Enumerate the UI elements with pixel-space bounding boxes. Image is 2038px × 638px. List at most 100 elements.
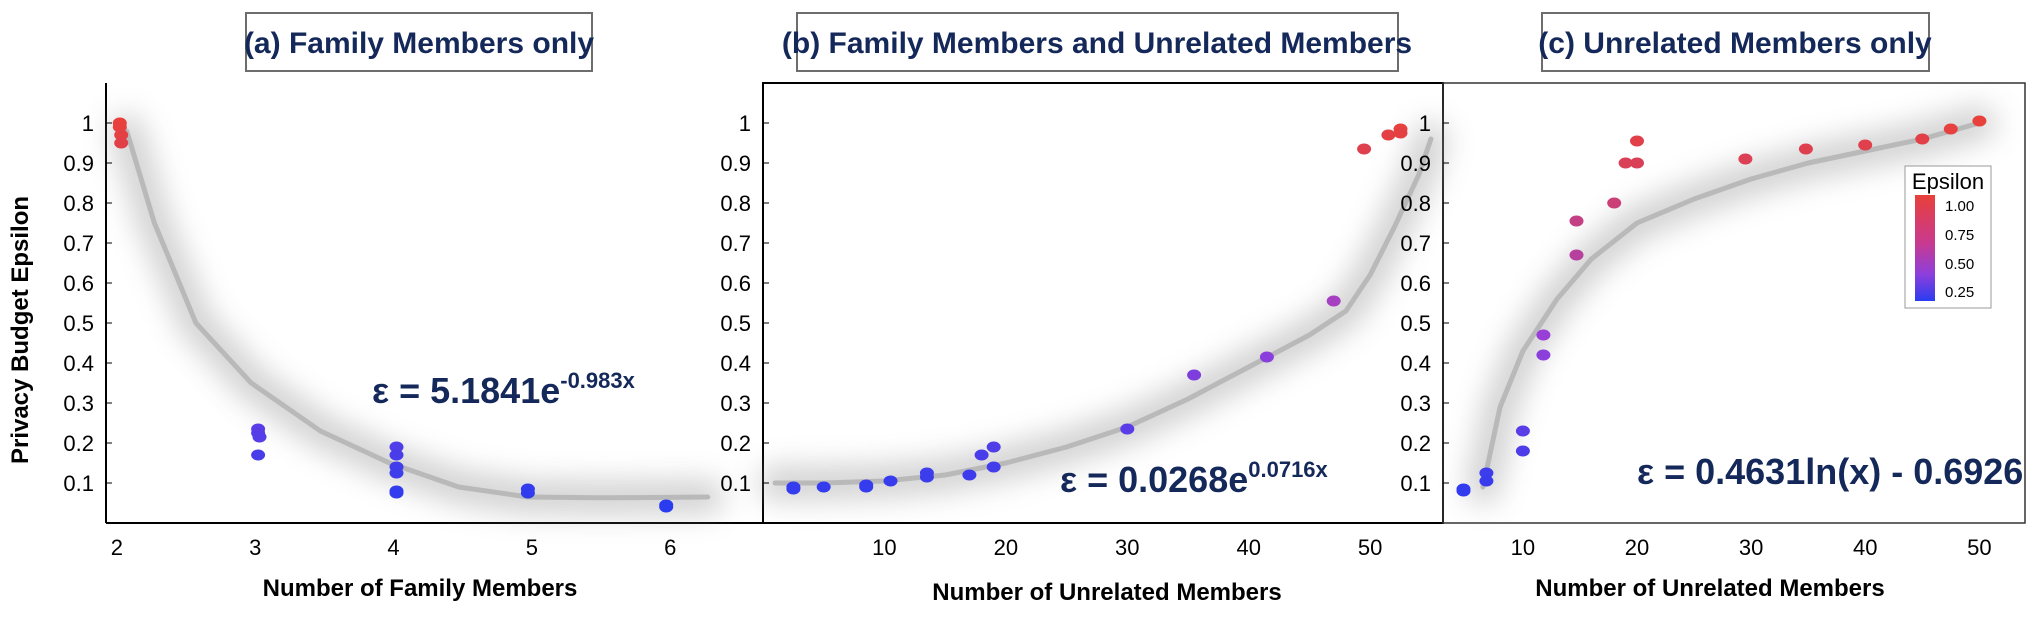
panel-b-x-axis-title: Number of Unrelated Members	[932, 579, 1281, 606]
panel-b-data-point	[962, 469, 977, 481]
panel-c-data-point	[1915, 133, 1930, 145]
panel-c-data-point	[1536, 329, 1551, 341]
panel-a-data-point	[114, 137, 129, 149]
panel-a-data-point	[389, 487, 404, 499]
panel-c-data-point	[1798, 143, 1813, 155]
panel-a-y-tick-label: 0.6	[63, 271, 94, 296]
panel-a-equation: ε = 5.1841e-0.983x	[372, 368, 636, 411]
panel-a-equation-exponent: -0.983x	[560, 368, 635, 393]
panel-a-data-point	[389, 467, 404, 479]
panel-b-data-point	[974, 449, 989, 461]
epsilon-legend: Epsilon 1.00 0.75 0.50 0.25	[1904, 165, 1992, 309]
panel-c-title-box: (c) Unrelated Members only	[1538, 12, 1932, 72]
legend-title: Epsilon	[1912, 169, 1984, 194]
legend-label-4: 0.25	[1945, 284, 1974, 301]
panel-c-y-tick-label: 0.9	[1400, 151, 1431, 176]
panel-a-y-tick-label: 0.3	[63, 391, 94, 416]
panel-c-frame	[1442, 82, 2026, 524]
panel-a-y-tick-label: 0.1	[63, 471, 94, 496]
panel-b-y-tick-label: 0.4	[720, 351, 751, 376]
panel-b-y-tick-label: 0.1	[720, 471, 751, 496]
panel-c-x-tick-label: 30	[1739, 535, 1763, 560]
panel-a-trend-shadow	[109, 114, 725, 515]
panel-c-x-tick-label: 40	[1853, 535, 1877, 560]
panel-b-y-tick-label: 0.7	[720, 231, 751, 256]
panel-a-y-tick-label: 0.4	[63, 351, 94, 376]
panel-c-y-tick-label: 0.2	[1400, 431, 1431, 456]
panel-a-data-point	[389, 449, 404, 461]
panel-a-y-tick-label: 0.2	[63, 431, 94, 456]
panel-b-data-point	[1326, 295, 1341, 307]
panel-a-x-tick-label: 4	[387, 535, 399, 560]
panel-b-title-box: (b) Family Members and Unrelated Members	[782, 12, 1412, 72]
panel-c-data-point	[1607, 197, 1622, 209]
panel-a-y-tick-label: 0.7	[63, 231, 94, 256]
panel-a-data-point	[251, 449, 266, 461]
trend-layer	[109, 106, 1997, 515]
panel-a-x-tick-label: 2	[111, 535, 123, 560]
panel-b-y-tick-label: 0.8	[720, 191, 751, 216]
panel-b-data-point	[1357, 143, 1372, 155]
panel-c-data-point	[1972, 115, 1987, 127]
legend-label-3: 0.50	[1945, 256, 1974, 273]
panel-a-data-point	[659, 501, 674, 513]
panel-b-equation-base: ε = 0.0268e	[1060, 459, 1248, 500]
panel-b-y-tick-label: 0.3	[720, 391, 751, 416]
panel-c-y-tick-label: 0.4	[1400, 351, 1431, 376]
panel-c-data-point	[1479, 475, 1494, 487]
panel-b-data-point	[1120, 423, 1135, 435]
panel-c-y-tick-label: 0.8	[1400, 191, 1431, 216]
panel-a-trend-line	[124, 128, 711, 501]
panel-b-data-point	[786, 483, 801, 495]
panel-b-equation-exponent: 0.0716x	[1248, 457, 1328, 482]
panel-c-x-tick-label: 10	[1511, 535, 1535, 560]
tick-layer: 2 3 4 5 6 0.1 0.2 0.3 0.4 0.5 0.6 0.7 0.8 0.9 1 10 20 30 4…	[63, 111, 1991, 560]
point-layer	[112, 115, 1987, 513]
panel-c-data-point	[1858, 139, 1873, 151]
panel-a-data-point	[252, 431, 267, 443]
panel-a-y-tick-label: 1	[82, 111, 94, 136]
panel-a-data-point	[389, 441, 404, 453]
panel-b-trend-shadow	[758, 122, 1448, 500]
panel-b-data-point	[859, 481, 874, 493]
panel-a-data-point	[114, 129, 129, 141]
panel-b-y-tick-label: 1	[739, 111, 751, 136]
panel-c-data-point	[1569, 249, 1584, 261]
panel-a-equation-base: ε = 5.1841e	[372, 370, 560, 411]
panel-c-data-point	[1479, 467, 1494, 479]
panel-b-x-tick-label: 10	[872, 535, 896, 560]
panel-b-y-tick-label: 0.9	[720, 151, 751, 176]
panel-a-title-box: (a) Family Members only	[244, 12, 594, 72]
legend-label-2: 0.75	[1945, 227, 1974, 244]
panel-c-data-point	[1630, 157, 1644, 169]
panel-b-data-point	[1187, 369, 1202, 381]
panel-a-title: (a) Family Members only	[244, 27, 594, 60]
panel-a-data-point	[112, 121, 127, 133]
panel-c-x-tick-label: 50	[1967, 535, 1991, 560]
legend-label-1: 1.00	[1945, 198, 1974, 215]
panel-a-x-axis-title: Number of Family Members	[263, 575, 578, 602]
panel-a-y-tick-label: 0.8	[63, 191, 94, 216]
panel-c-x-tick-label: 20	[1625, 535, 1649, 560]
panel-b-title: (b) Family Members and Unrelated Members	[782, 27, 1412, 60]
panel-b-equation: ε = 0.0268e0.0716x	[1060, 457, 1329, 500]
panel-b-y-tick-label: 0.6	[720, 271, 751, 296]
panel-c-data-point	[1515, 445, 1530, 457]
legend-color-bar	[1915, 195, 1935, 301]
panel-c-y-tick-label: 0.7	[1400, 231, 1431, 256]
panel-a-data-point	[520, 487, 535, 499]
panel-b-y-tick-label: 0.2	[720, 431, 751, 456]
panel-a-frame	[105, 83, 763, 524]
panel-c-data-point	[1515, 425, 1530, 437]
panel-b-data-point	[1259, 351, 1274, 363]
panel-b-data-point	[1393, 127, 1408, 139]
panel-c-y-tick-label: 1	[1419, 111, 1431, 136]
panel-b-x-tick-label: 50	[1358, 535, 1382, 560]
panel-c-data-point	[1738, 153, 1753, 165]
panel-c-y-tick-label: 0.6	[1400, 271, 1431, 296]
y-axis-title: Privacy Budget Epsilon	[7, 196, 34, 464]
panel-b-data-point	[1381, 129, 1396, 141]
panel-b-data-point	[816, 481, 831, 493]
panel-c-y-tick-label: 0.5	[1400, 311, 1431, 336]
